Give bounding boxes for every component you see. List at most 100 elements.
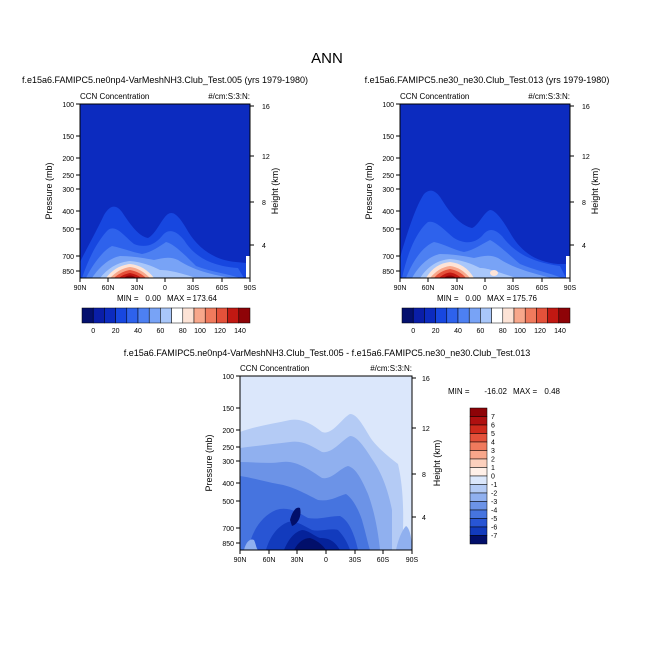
- panel-2-title: f.e15a6.FAMIPC5.ne30_ne30.Club_Test.013 …: [365, 75, 610, 85]
- x-tick-label: 30S: [507, 285, 520, 292]
- y-tick-label: 250: [62, 173, 74, 180]
- colorbar-swatch: [137, 307, 150, 324]
- colorbar-swatch: [182, 307, 195, 324]
- colorbar-swatch: [424, 307, 436, 324]
- y-tick-label: 850: [62, 269, 74, 276]
- colorbar-label: 20: [432, 328, 440, 335]
- colorbar-swatch: [480, 307, 492, 324]
- y-tick-label: 150: [382, 134, 394, 141]
- colorbar-swatch: [547, 307, 560, 324]
- panel-3-min-value: -16.02: [484, 387, 507, 396]
- panel-1-title: f.e15a6.FAMIPC5.ne0np4-VarMeshNH3.Club_T…: [22, 75, 308, 85]
- panel-2-contour-6b: [490, 270, 498, 276]
- colorbar-label: 60: [477, 328, 485, 335]
- panel-3-y2-ticks: 16 12 8 4: [412, 376, 430, 522]
- panel-3: f.e15a6.FAMIPC5.ne0np4-VarMeshNH3.Club_T…: [124, 348, 561, 564]
- x-tick-label: 30N: [131, 285, 144, 292]
- panel-1-max-label: MAX =: [167, 294, 192, 303]
- panel-3-title: f.e15a6.FAMIPC5.ne0np4-VarMeshNH3.Club_T…: [124, 348, 531, 358]
- colorbar-swatch: [468, 307, 481, 324]
- x-tick-label: 0: [163, 285, 167, 292]
- panel-2-y-ticks: 100 150 200 250 300 400 500 700 850: [382, 102, 400, 276]
- y2-tick-label: 4: [582, 243, 586, 250]
- panel-3-contour-9: [244, 539, 258, 550]
- y2-tick-label: 8: [582, 200, 586, 207]
- colorbar-label: 40: [454, 328, 462, 335]
- colorbar-swatch: [126, 307, 139, 324]
- colorbar-swatch: [469, 475, 488, 485]
- colorbar-swatch: [148, 307, 161, 324]
- x-tick-label: 0: [324, 557, 328, 564]
- colorbar-swatch: [491, 307, 504, 324]
- colorbar-swatch: [469, 433, 488, 443]
- x-tick-label: 60S: [536, 285, 549, 292]
- y-tick-label: 250: [222, 445, 234, 452]
- y-tick-label: 200: [222, 428, 234, 435]
- panel-2-missing-data: [566, 256, 570, 278]
- panel-1-y2-ticks: 16 12 8 4: [250, 104, 270, 250]
- panel-3-max-value: 0.48: [544, 387, 560, 396]
- colorbar-label: 4: [491, 440, 495, 447]
- colorbar-label: -1: [491, 482, 497, 489]
- colorbar-swatch: [457, 307, 470, 324]
- y-tick-label: 400: [382, 209, 394, 216]
- colorbar-swatch: [524, 307, 537, 324]
- panel-3-min-label: MIN =: [448, 387, 470, 396]
- y2-tick-label: 4: [262, 243, 266, 250]
- y-tick-label: 100: [222, 374, 234, 381]
- colorbar-swatch: [469, 492, 488, 502]
- panel-3-left-string: CCN Concentration: [240, 364, 309, 373]
- panel-3-right-string: #/cm:S:3:N:: [370, 364, 412, 373]
- colorbar-swatch: [469, 458, 488, 468]
- colorbar-swatch: [469, 484, 488, 494]
- colorbar-swatch: [171, 307, 184, 324]
- panel-2-max-label: MAX =: [487, 294, 512, 303]
- y-tick-label: 300: [62, 187, 74, 194]
- y2-tick-label: 12: [262, 154, 270, 161]
- panel-2-y2-ticks: 16 12 8 4: [570, 104, 590, 250]
- y-tick-label: 100: [382, 102, 394, 109]
- y-tick-label: 300: [382, 187, 394, 194]
- panel-3-contour-8: [294, 538, 326, 550]
- y-tick-label: 700: [62, 254, 74, 261]
- colorbar-label: -5: [491, 516, 497, 523]
- panel-3-contour-10: [396, 526, 412, 550]
- panel-1-max-value: 173.64: [193, 294, 218, 303]
- x-tick-label: 90N: [234, 557, 247, 564]
- colorbar-label: -6: [491, 525, 497, 532]
- panel-1-stats: MIN = 0.00 MAX = 173.64: [117, 294, 218, 303]
- y-tick-label: 850: [222, 541, 234, 548]
- colorbar-label: 100: [194, 328, 206, 335]
- colorbar-label: 20: [112, 328, 120, 335]
- x-tick-label: 90S: [244, 285, 257, 292]
- colorbar-swatch: [216, 307, 228, 324]
- panel-3-plot-area: [240, 376, 412, 550]
- colorbar-swatch: [160, 307, 172, 324]
- colorbar-swatch: [469, 424, 488, 434]
- colorbar-label: 40: [134, 328, 142, 335]
- colorbar-label: 80: [179, 328, 187, 335]
- y-tick-label: 500: [62, 227, 74, 234]
- panel-1-y2label: Height (km): [270, 168, 280, 215]
- panel-2-contour-9: [439, 272, 461, 278]
- x-tick-label: 90S: [564, 285, 577, 292]
- panel-3-x-ticks: 90N 60N 30N 0 30S 60S 90S: [234, 550, 419, 564]
- x-tick-label: 0: [483, 285, 487, 292]
- x-tick-label: 30S: [349, 557, 362, 564]
- colorbar-swatch: [81, 307, 94, 324]
- panel-1-y-ticks: 100 150 200 250 300 400 500 700 850: [62, 102, 80, 276]
- colorbar-swatch: [115, 307, 128, 324]
- y2-tick-label: 12: [582, 154, 590, 161]
- panel-3-y-ticks: 100 150 200 250 300 400 500 700 850: [222, 374, 240, 548]
- x-tick-label: 60N: [102, 285, 115, 292]
- colorbar-swatch: [469, 416, 488, 426]
- colorbar-label: 80: [499, 328, 507, 335]
- panel-2-left-string: CCN Concentration: [400, 92, 469, 101]
- colorbar-label: 140: [234, 328, 246, 335]
- x-tick-label: 60S: [377, 557, 390, 564]
- x-tick-label: 60N: [263, 557, 276, 564]
- figure-title: ANN: [311, 50, 343, 67]
- y2-tick-label: 16: [422, 376, 430, 383]
- colorbar-label: 120: [214, 328, 226, 335]
- y-tick-label: 300: [222, 459, 234, 466]
